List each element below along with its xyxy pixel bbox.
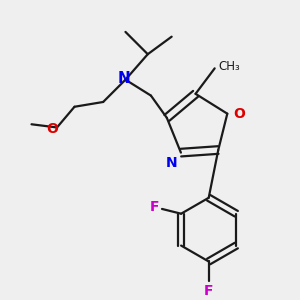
Text: N: N [166, 156, 178, 170]
Text: CH₃: CH₃ [218, 60, 240, 73]
Text: F: F [149, 200, 159, 214]
Text: N: N [118, 70, 130, 86]
Text: O: O [233, 107, 245, 121]
Text: F: F [204, 284, 213, 298]
Text: O: O [46, 122, 58, 136]
